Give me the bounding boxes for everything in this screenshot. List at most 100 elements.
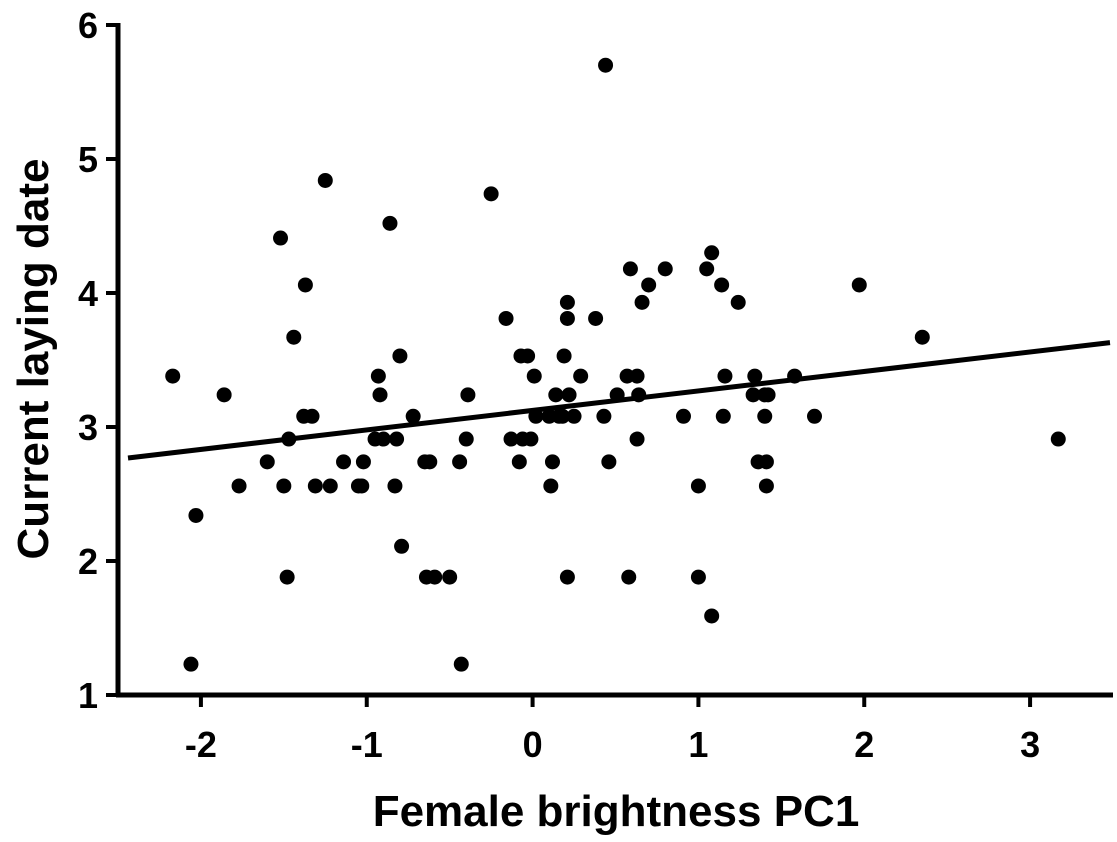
data-point xyxy=(657,261,673,277)
data-point xyxy=(573,368,589,384)
data-point xyxy=(1050,431,1066,447)
data-point xyxy=(273,230,289,246)
data-point xyxy=(704,245,720,261)
data-point xyxy=(188,507,204,523)
data-point xyxy=(405,408,421,424)
data-point xyxy=(297,277,313,293)
data-point xyxy=(498,310,514,326)
y-tick-label: 4 xyxy=(78,273,98,314)
data-point xyxy=(598,57,614,73)
data-point xyxy=(336,454,352,470)
y-tick-label: 5 xyxy=(78,139,98,180)
data-point xyxy=(543,478,559,494)
x-axis-title: Female brightness PC1 xyxy=(373,787,860,836)
data-point xyxy=(427,569,443,585)
y-tick-label: 1 xyxy=(78,675,98,716)
data-point xyxy=(730,294,746,310)
data-point xyxy=(279,569,295,585)
data-point xyxy=(370,368,386,384)
axis-ticks: -2 -1 0 1 2 3 1 2 3 4 5 6 xyxy=(78,5,1040,765)
data-point xyxy=(452,454,468,470)
data-point xyxy=(372,387,388,403)
data-point xyxy=(745,387,761,403)
data-point xyxy=(322,478,338,494)
data-point xyxy=(511,454,527,470)
data-point xyxy=(596,408,612,424)
data-point xyxy=(354,478,370,494)
data-point xyxy=(520,348,536,364)
data-point xyxy=(717,368,733,384)
data-point xyxy=(851,277,867,293)
data-point xyxy=(483,186,499,202)
data-point xyxy=(699,261,715,277)
data-point xyxy=(544,454,560,470)
data-point xyxy=(304,408,320,424)
data-point xyxy=(621,569,637,585)
data-point xyxy=(559,294,575,310)
data-point xyxy=(758,478,774,494)
data-point xyxy=(307,478,323,494)
data-point xyxy=(523,431,539,447)
data-point xyxy=(453,656,469,672)
data-point xyxy=(355,454,371,470)
data-point xyxy=(601,454,617,470)
data-point xyxy=(503,431,519,447)
data-point xyxy=(394,538,410,554)
data-point xyxy=(559,569,575,585)
data-point xyxy=(566,408,582,424)
data-point xyxy=(715,408,731,424)
data-point xyxy=(714,277,730,293)
data-point xyxy=(382,215,398,231)
x-tick-label: 3 xyxy=(1020,724,1040,765)
data-point xyxy=(760,387,776,403)
x-tick-label: -1 xyxy=(351,724,383,765)
data-point xyxy=(757,408,773,424)
data-point xyxy=(554,408,570,424)
data-point xyxy=(548,387,564,403)
data-point xyxy=(375,431,391,447)
data-point xyxy=(165,368,181,384)
data-point xyxy=(629,368,645,384)
data-point xyxy=(392,348,408,364)
y-tick-label: 6 xyxy=(78,5,98,46)
data-point xyxy=(588,310,604,326)
data-point xyxy=(747,368,763,384)
x-tick-label: 0 xyxy=(523,724,543,765)
data-point xyxy=(675,408,691,424)
data-point xyxy=(622,261,638,277)
data-point xyxy=(634,294,650,310)
data-point xyxy=(259,454,275,470)
data-point xyxy=(183,656,199,672)
data-point xyxy=(704,608,720,624)
data-point xyxy=(216,387,232,403)
data-point xyxy=(556,348,572,364)
data-point xyxy=(561,387,577,403)
data-point xyxy=(231,478,247,494)
data-point xyxy=(286,329,302,345)
y-axis-title: Current laying date xyxy=(9,159,58,560)
data-point xyxy=(387,478,403,494)
y-tick-label: 2 xyxy=(78,541,98,582)
x-tick-label: -2 xyxy=(185,724,217,765)
x-tick-label: 2 xyxy=(854,724,874,765)
data-point xyxy=(807,408,822,424)
data-point xyxy=(690,478,706,494)
data-point xyxy=(526,368,542,384)
data-point xyxy=(758,454,774,470)
y-tick-label: 3 xyxy=(78,407,98,448)
data-point xyxy=(641,277,657,293)
data-point xyxy=(442,569,458,585)
data-point xyxy=(317,172,333,188)
data-point xyxy=(460,387,476,403)
data-point xyxy=(422,454,438,470)
data-point xyxy=(559,310,575,326)
data-point xyxy=(914,329,930,345)
data-point xyxy=(629,431,645,447)
x-tick-label: 1 xyxy=(688,724,708,765)
data-point xyxy=(690,569,706,585)
trend-line xyxy=(127,340,1111,461)
data-point xyxy=(276,478,292,494)
data-point xyxy=(389,431,405,447)
data-point xyxy=(458,431,474,447)
